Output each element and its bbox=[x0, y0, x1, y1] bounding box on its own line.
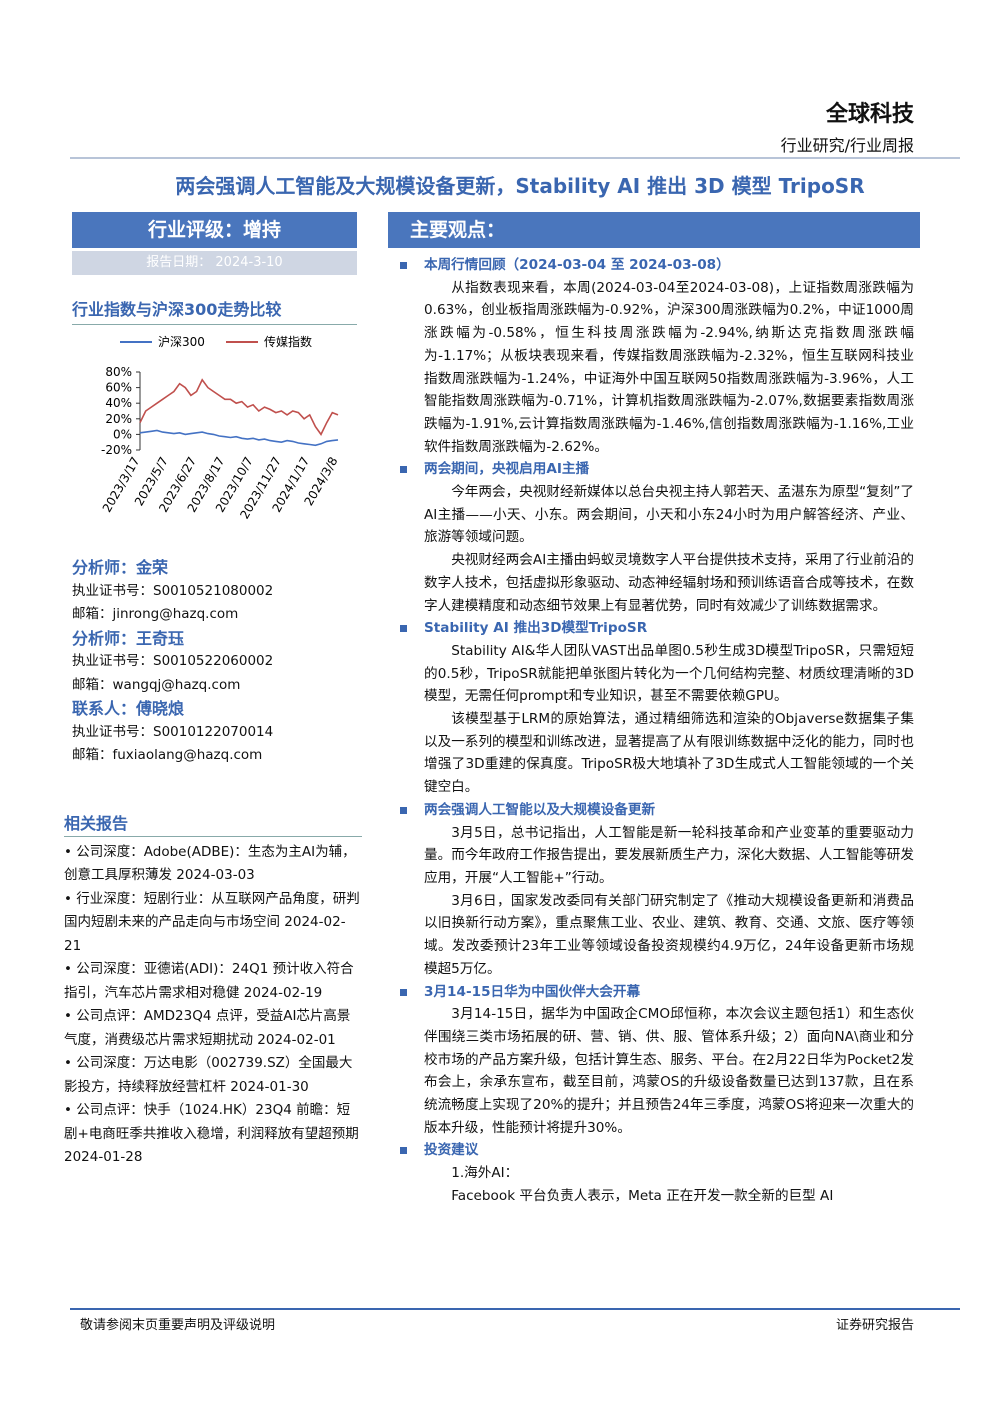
paragraph: Facebook 平台负责人表示，Meta 正在开发一款全新的巨型 AI bbox=[451, 1187, 834, 1204]
chart-title: 行业指数与沪深300走势比较 bbox=[72, 296, 357, 325]
contact-role: 分析师：金荣 bbox=[72, 558, 169, 577]
paragraph: 1.海外AI： bbox=[451, 1165, 519, 1182]
y-tick-label: 80% bbox=[105, 365, 132, 379]
chart: 80%60%40%20%0%-20%2023/3/172023/5/72023/… bbox=[100, 334, 341, 521]
related-reports: 相关报告 • 公司深度：Adobe(ADBE)：生态为主AI为辅，创意工具厚积薄发… bbox=[64, 812, 362, 1170]
related-item: • 公司深度：万达电影（002739.SZ）全国最大影投方，持续释放经营杠杆 2… bbox=[64, 1055, 353, 1095]
related-item: • 公司深度：亚德诺(ADI)：24Q1 预计收入符合指引，汽车芯片需求相对稳健… bbox=[64, 961, 354, 1001]
section-title: 3月14-15日华为中国伙伴大会开幕 bbox=[398, 981, 914, 1004]
report-type: 行业研究/行业周报 bbox=[780, 136, 914, 155]
contact-email: 邮箱：wangqj@hazq.com bbox=[72, 676, 241, 693]
contact-email: 邮箱：jinrong@hazq.com bbox=[72, 606, 239, 622]
main-content: 本周行情回顾（2024-03-04 至 2024-03-08） 从指数表现来看，本… bbox=[398, 254, 914, 1208]
rating: 行业评级：增持 bbox=[72, 212, 357, 248]
brand: 全球科技 bbox=[825, 102, 914, 127]
y-tick-label: 60% bbox=[105, 381, 132, 395]
contact-role: 联系人：傅晓烺 bbox=[72, 699, 185, 718]
related-title: 相关报告 bbox=[64, 812, 362, 837]
section-title: 两会期间，央视启用AI主播 bbox=[398, 458, 914, 481]
related-item: • 公司点评：快手（1024.HK）23Q4 前瞻：短剧+电商旺季共推收入稳增，… bbox=[64, 1102, 359, 1165]
paragraph: 央视财经两会AI主播由蚂蚁灵境数字人平台提供技术支持，采用了行业前沿的数字人技术… bbox=[424, 552, 914, 614]
paragraph: 3月14-15日，据华为中国政企CMO邱恒称，本次会议主题包括1）和生态伙伴围绕… bbox=[424, 1006, 914, 1136]
report-date: 报告日期： 2024-3-10 bbox=[72, 251, 357, 275]
contact-cert: 执业证书号：S0010521080002 bbox=[72, 582, 274, 599]
x-tick-label: 2023/3/17 bbox=[100, 455, 143, 515]
footer-left: 敬请参阅末页重要声明及评级说明 bbox=[80, 1318, 276, 1333]
y-tick-label: 20% bbox=[105, 412, 132, 426]
y-tick-label: 0% bbox=[113, 427, 132, 441]
contact-cert: 执业证书号：S0010122070014 bbox=[72, 723, 274, 740]
section-title: 本周行情回顾（2024-03-04 至 2024-03-08） bbox=[398, 254, 914, 277]
contact-email: 邮箱：fuxiaolang@hazq.com bbox=[72, 747, 263, 763]
contact-role: 分析师：王奇珏 bbox=[72, 628, 185, 648]
main-heading: 主要观点： bbox=[388, 212, 920, 248]
contact-cert: 执业证书号：S0010522060002 bbox=[72, 653, 274, 669]
y-tick-label: -20% bbox=[101, 443, 132, 457]
series-line bbox=[139, 429, 339, 447]
paragraph: 3月5日，总书记指出，人工智能是新一轮科技革命和产业变革的重要驱动力量。而今年政… bbox=[424, 824, 914, 886]
legend-label: 沪深300 bbox=[158, 335, 205, 349]
paragraph: 从指数表现来看，本周(2024-03-04至2024-03-08)，上证指数周涨… bbox=[424, 279, 914, 455]
divider bbox=[70, 1308, 960, 1310]
related-item: • 行业深度：短剧行业：从互联网产品角度，研判国内短剧未来的产品走向与市场空间 … bbox=[64, 890, 360, 954]
series-line bbox=[139, 378, 339, 436]
paragraph: 该模型基于LRM的原始算法，通过精细筛选和渲染的Objaverse数据集子集以及… bbox=[424, 711, 914, 796]
related-item: • 公司点评：AMD23Q4 点评，受益AI芯片高景气度，消费级芯片需求短期扰动… bbox=[64, 1008, 351, 1048]
contacts: 分析师：金荣执业证书号：S0010521080002 邮箱：jinrong@haz… bbox=[72, 556, 362, 768]
paragraph: Stability AI&华人团队VAST出品单图0.5秒生成3D模型Tripo… bbox=[424, 642, 914, 705]
paragraph: 3月6日，国家发改委同有关部门研究制定了《推动大规模设备更新和消费品以旧换新行动… bbox=[424, 892, 914, 977]
paragraph: 今年两会，央视财经新媒体以总台央视主持人郭若天、孟湛东为原型“复刻”了AI主播—… bbox=[424, 484, 914, 546]
title: 两会强调人工智能及大规模设备更新，Stability AI 推出 3D 模型 T… bbox=[175, 174, 865, 198]
related-item: • 公司深度：Adobe(ADBE)：生态为主AI为辅，创意工具厚积薄发 202… bbox=[64, 843, 356, 884]
section-title: 投资建议 bbox=[398, 1139, 914, 1162]
legend-label: 传媒指数 bbox=[264, 334, 312, 349]
divider bbox=[70, 157, 960, 159]
y-tick-label: 40% bbox=[105, 396, 132, 410]
footer-right: 证券研究报告 bbox=[835, 1318, 914, 1333]
section-title: Stability AI 推出3D模型TripoSR bbox=[398, 617, 914, 640]
section-title: 两会强调人工智能以及大规模设备更新 bbox=[398, 799, 914, 822]
